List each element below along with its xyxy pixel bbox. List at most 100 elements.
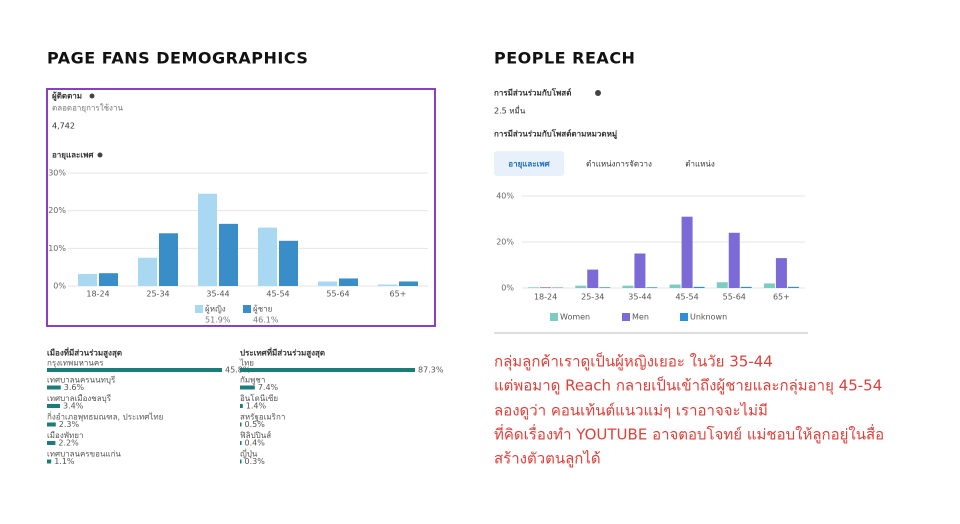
legend-label: ผู้ชาย: [253, 305, 272, 315]
list-item-value: 45.8%: [225, 366, 251, 375]
list-item-name: ญี่ปุ่น: [240, 448, 258, 459]
active-tab-bg: [494, 151, 564, 176]
list-item-value: 7.4%: [258, 383, 279, 392]
list-item-name: กรุงเทพมหานคร: [47, 359, 104, 368]
y-tick-label: 20%: [496, 238, 514, 247]
y-tick-label: 40%: [496, 192, 514, 201]
list-bar: [47, 368, 222, 372]
bar: [279, 240, 298, 286]
info-icon: [89, 93, 95, 99]
bar: [622, 285, 634, 288]
legend-label: Unknown: [690, 313, 727, 322]
bar: [669, 284, 681, 288]
list-bar: [47, 385, 61, 390]
list-bar: [240, 441, 242, 445]
list-item-name: เทศบาลนครขอนแก่น: [47, 450, 121, 459]
bar: [740, 286, 752, 288]
bar: [693, 286, 705, 288]
note-line: ลองดูว่า คอนเท้นต์แนวแม่ๆ เราอาจจะไม่มี: [494, 402, 768, 420]
info-icon: [97, 152, 103, 158]
list-bar: [47, 404, 60, 408]
bar: [763, 283, 775, 288]
tab[interactable]: อายุและเพศ: [508, 160, 550, 170]
list-item-value: 0.5%: [245, 420, 266, 429]
fans-label: ผู้ติดตาม: [52, 91, 82, 102]
note-line: สร้างตัวตนลูกได้: [494, 450, 601, 468]
list-bar: [240, 404, 243, 408]
tab[interactable]: ตำแหน่ง: [685, 160, 715, 169]
bar: [219, 223, 238, 286]
y-tick-label: 0%: [501, 284, 514, 293]
legend-swatch: [622, 313, 630, 321]
list-item-value: 3.4%: [63, 402, 84, 411]
right-title: PEOPLE REACH: [494, 49, 635, 68]
list-title: เมืองที่มีส่วนร่วมสูงสุด: [47, 347, 122, 359]
fans-section: อายุและเพศ: [52, 151, 94, 161]
bar: [258, 227, 277, 286]
y-tick-label: 10%: [48, 244, 66, 253]
x-tick-label: 45-54: [675, 293, 698, 302]
note-line: ที่คิดเรื่องทำ YOUTUBE อาจตอบโจทย์ แม่ชอ…: [494, 424, 884, 444]
bar: [159, 233, 178, 286]
list-bar: [240, 385, 255, 390]
note-line: แต่พอมาดู Reach กลายเป็นเข้าถึงผู้ชายและ…: [494, 376, 882, 396]
x-tick-label: 25-34: [146, 290, 169, 299]
bar: [378, 284, 397, 286]
bar: [78, 273, 97, 286]
x-tick-label: 35-44: [628, 293, 651, 302]
x-tick-label: 18-24: [534, 293, 557, 302]
legend-swatch: [680, 313, 688, 321]
list-item-value: 3.6%: [64, 383, 85, 392]
y-tick-label: 30%: [48, 169, 66, 178]
list-item-value: 0.3%: [245, 457, 266, 466]
y-tick-label: 0%: [53, 282, 66, 291]
reach-label: การมีส่วนร่วมกับโพสต์: [494, 88, 571, 98]
legend-swatch: [243, 305, 251, 313]
fans-total: 4,742: [52, 122, 75, 131]
legend-label: Women: [560, 313, 590, 322]
reach-section: การมีส่วนร่วมกับโพสต์ตามหมวดหมู่: [494, 129, 617, 140]
bar: [728, 232, 740, 288]
list-item-name: สหรัฐอเมริกา: [240, 413, 285, 422]
bar: [646, 287, 658, 288]
list-bar: [240, 368, 415, 372]
list-item-value: 1.4%: [246, 402, 267, 411]
bar: [787, 286, 799, 288]
bar: [198, 193, 217, 286]
bar: [339, 278, 358, 286]
bar: [528, 287, 540, 288]
list-title: ประเทศที่มีส่วนร่วมสูงสุด: [240, 347, 325, 359]
fans-sublabel: ตลอดอายุการใช้งาน: [52, 104, 123, 113]
list-bar: [47, 422, 56, 427]
list-item-name: อินโดนีเซีย: [240, 393, 278, 403]
bar: [575, 285, 587, 288]
list-item-value: 0.4%: [245, 439, 266, 448]
legend-note: 51.9%: [205, 316, 231, 325]
list-item-value: 2.3%: [59, 420, 80, 429]
y-tick-label: 20%: [48, 206, 66, 215]
tab[interactable]: ตำแหน่งการจัดวาง: [586, 160, 652, 169]
bar: [399, 281, 418, 286]
bar: [318, 281, 337, 286]
bar: [138, 257, 157, 286]
bar: [681, 216, 693, 288]
list-item-value: 87.3%: [418, 366, 444, 375]
note-line: กลุ่มลูกค้าเราดูเป็นผู้หญิงเยอะ ในวัย 35…: [494, 352, 773, 372]
info-icon: [595, 90, 601, 96]
x-tick-label: 18-24: [86, 290, 109, 299]
x-tick-label: 45-54: [266, 290, 289, 299]
left-title: PAGE FANS DEMOGRAPHICS: [47, 49, 308, 68]
list-item-name: ฟิลิปปินส์: [240, 430, 271, 440]
x-tick-label: 55-64: [326, 290, 349, 299]
bar: [775, 258, 787, 288]
list-item-value: 1.1%: [54, 457, 75, 466]
fans-panel: [46, 88, 436, 327]
list-bar: [240, 459, 242, 464]
x-tick-label: 65+: [390, 290, 407, 299]
legend-label: ผู้หญิง: [205, 305, 226, 315]
list-item-name: เมืองพัทยา: [47, 431, 83, 440]
list-item-name: ไทย: [239, 359, 254, 368]
list-bar: [47, 459, 52, 464]
bar: [634, 253, 646, 288]
